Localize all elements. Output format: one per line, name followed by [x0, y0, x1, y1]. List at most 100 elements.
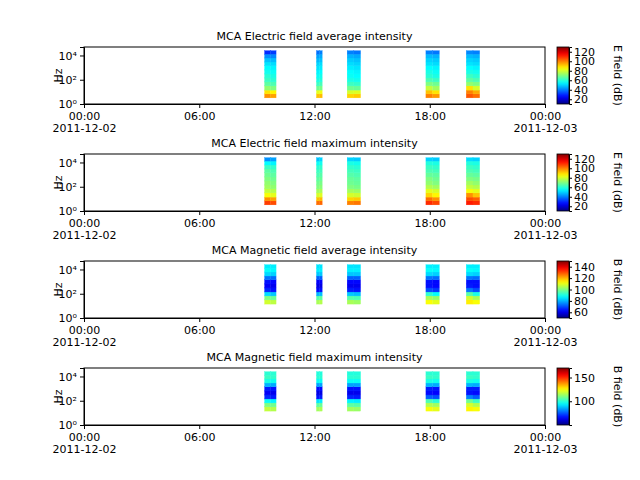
- cell: [316, 403, 319, 407]
- x-tick-mark: [199, 425, 200, 429]
- cell: [316, 165, 319, 169]
- cell: [270, 181, 276, 185]
- cell: [473, 379, 480, 383]
- cell: [319, 66, 322, 70]
- cell: [270, 51, 276, 54]
- x-tick: 18:00: [414, 318, 446, 337]
- cell: [354, 189, 361, 193]
- figure: 00:002011-12-0206:0012:0018:0000:002011-…: [0, 0, 640, 480]
- cell: [466, 292, 473, 296]
- colorbar-title: B field (dB): [611, 366, 624, 427]
- cell: [316, 372, 319, 375]
- cell: [270, 280, 276, 284]
- cell: [265, 54, 271, 58]
- x-tick-mark: [545, 425, 546, 429]
- cell: [354, 387, 361, 391]
- y-tick: 10⁴: [59, 156, 84, 169]
- cell: [319, 58, 322, 62]
- cell: [433, 165, 440, 169]
- cell: [473, 90, 480, 94]
- cell: [433, 193, 440, 197]
- cell: [265, 161, 271, 165]
- cell: [347, 161, 354, 165]
- cell: [316, 58, 319, 62]
- plot-frame: [84, 261, 545, 318]
- cell: [433, 161, 440, 165]
- cell: [316, 161, 319, 165]
- colorbar-tick-label: 120: [574, 46, 595, 59]
- cell: [473, 165, 480, 169]
- colorbar: [557, 47, 569, 104]
- colorbar-tick-mark: [569, 278, 572, 279]
- cell: [270, 82, 276, 86]
- cell: [473, 383, 480, 387]
- cell: [433, 177, 440, 181]
- cell: [347, 292, 354, 296]
- cell: [316, 276, 319, 280]
- y-tick: 10⁰: [59, 312, 84, 325]
- cell: [319, 383, 322, 387]
- cell: [319, 280, 322, 284]
- x-axis: 00:002011-12-0206:0012:0018:0000:002011-…: [53, 318, 578, 349]
- y-tick: 10⁴: [59, 370, 84, 383]
- cell: [466, 395, 473, 399]
- cell: [319, 78, 322, 82]
- cell: [319, 193, 322, 197]
- colorbar-tick-mark: [569, 187, 572, 188]
- cell: [319, 387, 322, 391]
- cell: [319, 158, 322, 161]
- colorbar-title: B field (dB): [611, 259, 624, 320]
- cell: [466, 86, 473, 90]
- cell: [426, 66, 433, 70]
- y-axis-line: [80, 262, 85, 319]
- cell: [426, 284, 433, 288]
- cell: [319, 265, 322, 268]
- colorbar-title: E field (dB): [611, 45, 624, 106]
- cell: [354, 66, 361, 70]
- cell: [433, 399, 440, 403]
- cell: [354, 90, 361, 94]
- x-tick-label: 00:002011-12-02: [53, 431, 117, 457]
- cell: [347, 375, 354, 379]
- cell: [466, 387, 473, 391]
- cell: [270, 276, 276, 280]
- y-tick-label: 10⁰: [59, 419, 78, 432]
- cell: [426, 276, 433, 280]
- cell: [473, 173, 480, 177]
- colorbar-tick-label: 80: [574, 295, 588, 308]
- cell: [265, 70, 271, 74]
- cell: [473, 372, 480, 375]
- cell: [265, 165, 271, 169]
- cell: [265, 169, 271, 173]
- cell: [347, 54, 354, 58]
- x-tick-label: 00:002011-12-03: [514, 110, 578, 136]
- cell: [319, 197, 322, 201]
- cell: [319, 169, 322, 173]
- cell: [473, 66, 480, 70]
- x-tick-label: 06:00: [184, 431, 216, 444]
- cell: [319, 165, 322, 169]
- colorbar-tick-mark: [569, 378, 572, 379]
- cell: [433, 387, 440, 391]
- cell: [265, 94, 271, 98]
- colorbar-axis: 100150: [569, 369, 595, 426]
- cell: [270, 66, 276, 70]
- x-tick-mark: [430, 425, 431, 429]
- cell: [319, 189, 322, 193]
- colorbar-tick-mark: [569, 168, 572, 169]
- cell: [265, 280, 271, 284]
- cell: [316, 169, 319, 173]
- cell: [265, 395, 271, 399]
- cell: [466, 173, 473, 177]
- cell: [347, 372, 354, 375]
- cell: [270, 169, 276, 173]
- cell: [433, 90, 440, 94]
- panel-title: MCA Magnetic field average intensity: [212, 244, 418, 257]
- cell: [354, 201, 361, 205]
- cell: [270, 177, 276, 181]
- cell: [433, 407, 440, 411]
- cell: [426, 265, 433, 268]
- cell: [347, 58, 354, 62]
- cell: [433, 292, 440, 296]
- cell: [473, 284, 480, 288]
